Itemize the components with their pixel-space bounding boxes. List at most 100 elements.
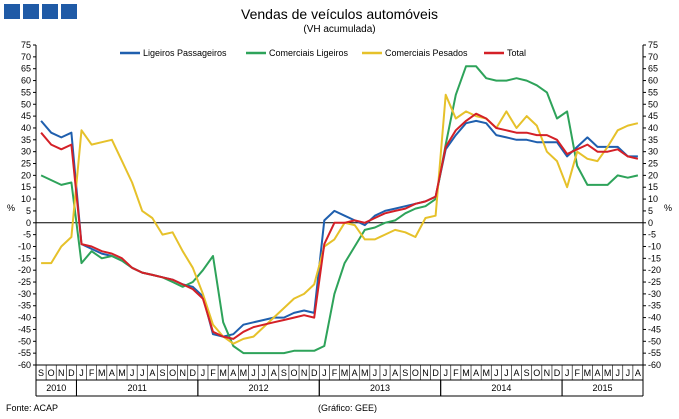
x-tick-label: A bbox=[635, 368, 641, 378]
y-tick-label-left: 60 bbox=[21, 76, 31, 86]
x-tick-label: M bbox=[341, 368, 349, 378]
y-tick-label-right: 70 bbox=[648, 52, 658, 62]
y-tick-label-right: -45 bbox=[648, 324, 661, 334]
y-tick-label-right: 25 bbox=[648, 159, 658, 169]
y-tick-label-left: 65 bbox=[21, 64, 31, 74]
y-tick-label-right: -30 bbox=[648, 289, 661, 299]
y-tick-label-left: 30 bbox=[21, 147, 31, 157]
y-tick-label-right: -55 bbox=[648, 348, 661, 358]
y-tick-label-right: -35 bbox=[648, 301, 661, 311]
y-tick-label-right: -50 bbox=[648, 336, 661, 346]
x-tick-label: J bbox=[201, 368, 206, 378]
x-tick-label: F bbox=[453, 368, 459, 378]
x-tick-label: M bbox=[361, 368, 369, 378]
x-tick-label: A bbox=[230, 368, 236, 378]
y-tick-label-left: -25 bbox=[18, 277, 31, 287]
y-axis-label-right: % bbox=[664, 203, 672, 213]
y-tick-label-left: 20 bbox=[21, 170, 31, 180]
y-tick-label-right: 20 bbox=[648, 170, 658, 180]
y-tick-label-left: -40 bbox=[18, 313, 31, 323]
x-tick-label: S bbox=[281, 368, 287, 378]
y-tick-label-right: 65 bbox=[648, 64, 658, 74]
y-tick-label-left: -50 bbox=[18, 336, 31, 346]
x-tick-label: J bbox=[565, 368, 570, 378]
x-tick-label: A bbox=[149, 368, 155, 378]
y-tick-label-left: -30 bbox=[18, 289, 31, 299]
series-line-comerciais-ligeiros bbox=[40, 65, 639, 355]
x-tick-label: A bbox=[514, 368, 520, 378]
x-tick-label: J bbox=[322, 368, 327, 378]
x-tick-label: O bbox=[412, 368, 419, 378]
y-tick-label-left: -45 bbox=[18, 324, 31, 334]
chart-subtitle: (VH acumulada) bbox=[303, 24, 376, 35]
y-tick-label-left: 45 bbox=[21, 111, 31, 121]
y-tick-label-right: 40 bbox=[648, 123, 658, 133]
x-tick-label: J bbox=[494, 368, 499, 378]
y-tick-label-right: 15 bbox=[648, 182, 658, 192]
x-tick-label: D bbox=[311, 368, 318, 378]
x-tick-label: N bbox=[422, 368, 429, 378]
y-axis-label-left: % bbox=[7, 203, 15, 213]
y-tick-label-right: 0 bbox=[648, 218, 653, 228]
x-tick-label: J bbox=[615, 368, 620, 378]
y-tick-label-left: 75 bbox=[21, 40, 31, 50]
x-tick-label: A bbox=[473, 368, 479, 378]
source-note: Fonte: ACAP bbox=[6, 403, 59, 413]
y-tick-label-left: -15 bbox=[18, 253, 31, 263]
logo-square-2 bbox=[23, 4, 39, 19]
x-tick-label: M bbox=[584, 368, 592, 378]
y-tick-label-left: 5 bbox=[26, 206, 31, 216]
x-tick-label: M bbox=[219, 368, 227, 378]
x-tick-label: J bbox=[383, 368, 388, 378]
year-label: 2014 bbox=[491, 383, 511, 393]
x-tick-label: F bbox=[332, 368, 338, 378]
y-tick-label-right: 50 bbox=[648, 99, 658, 109]
y-tick-label-right: 5 bbox=[648, 206, 653, 216]
x-tick-label: J bbox=[626, 368, 631, 378]
x-tick-label: M bbox=[482, 368, 490, 378]
x-tick-label: S bbox=[524, 368, 530, 378]
x-tick-label: J bbox=[261, 368, 266, 378]
y-tick-label-left: 35 bbox=[21, 135, 31, 145]
legend-label: Ligeiros Passageiros bbox=[143, 48, 227, 58]
x-tick-label: M bbox=[604, 368, 612, 378]
y-tick-label-right: -15 bbox=[648, 253, 661, 263]
series-lines bbox=[40, 65, 639, 355]
y-tick-label-left: -5 bbox=[23, 230, 31, 240]
y-tick-label-right: -25 bbox=[648, 277, 661, 287]
y-tick-label-left: 70 bbox=[21, 52, 31, 62]
x-tick-label: O bbox=[290, 368, 297, 378]
legend-label: Total bbox=[507, 48, 526, 58]
x-tick-label: A bbox=[594, 368, 600, 378]
x-tick-label: J bbox=[140, 368, 145, 378]
y-tick-label-left: -55 bbox=[18, 348, 31, 358]
y-tick-label-left: -35 bbox=[18, 301, 31, 311]
year-label: 2013 bbox=[370, 383, 390, 393]
x-tick-label: D bbox=[190, 368, 197, 378]
y-tick-label-right: -40 bbox=[648, 313, 661, 323]
x-tick-label: J bbox=[504, 368, 509, 378]
x-tick-label: N bbox=[58, 368, 65, 378]
year-label: 2011 bbox=[127, 383, 146, 393]
x-tick-label: A bbox=[392, 368, 398, 378]
x-tick-label: F bbox=[210, 368, 216, 378]
y-tick-label-left: -20 bbox=[18, 265, 31, 275]
y-tick-label-right: 30 bbox=[648, 147, 658, 157]
x-tick-label: D bbox=[432, 368, 439, 378]
x-tick-label: M bbox=[462, 368, 470, 378]
x-tick-label: O bbox=[48, 368, 55, 378]
y-tick-label-left: 15 bbox=[21, 182, 31, 192]
x-tick-label: F bbox=[89, 368, 95, 378]
x-tick-label: N bbox=[179, 368, 186, 378]
legend-label: Comerciais Ligeiros bbox=[269, 48, 349, 58]
y-tick-label-right: 75 bbox=[648, 40, 658, 50]
x-tick-label: N bbox=[544, 368, 551, 378]
y-tick-label-right: 35 bbox=[648, 135, 658, 145]
year-label: 2010 bbox=[46, 383, 66, 393]
y-tick-label-right: -60 bbox=[648, 360, 661, 370]
x-tick-label: J bbox=[251, 368, 256, 378]
logo-square-1 bbox=[4, 4, 20, 19]
x-tick-label: M bbox=[118, 368, 126, 378]
chart-legend: Ligeiros Passageiros Comerciais Ligeiros C… bbox=[120, 48, 526, 58]
